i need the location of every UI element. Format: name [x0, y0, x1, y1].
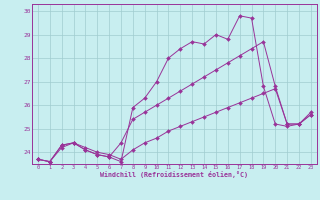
X-axis label: Windchill (Refroidissement éolien,°C): Windchill (Refroidissement éolien,°C)	[100, 171, 248, 178]
